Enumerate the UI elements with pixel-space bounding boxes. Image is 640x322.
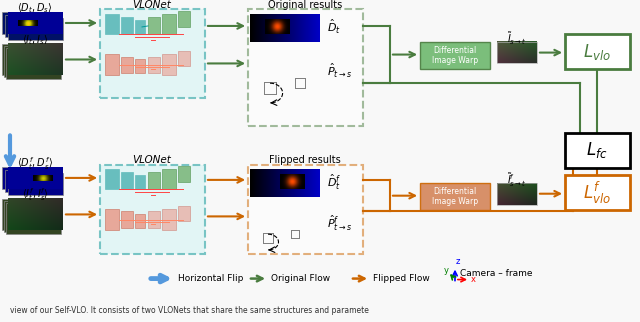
Bar xyxy=(162,14,176,34)
Text: VLONet: VLONet xyxy=(132,0,172,10)
Bar xyxy=(248,165,363,254)
Bar xyxy=(162,53,176,75)
Bar xyxy=(162,209,176,230)
Bar xyxy=(148,172,160,189)
Bar xyxy=(5,170,60,192)
Bar xyxy=(8,18,63,40)
Text: x: x xyxy=(471,275,476,284)
Bar xyxy=(497,183,537,204)
Text: $L_{vlo}^f$: $L_{vlo}^f$ xyxy=(583,180,611,206)
Bar xyxy=(178,11,190,27)
Bar xyxy=(121,17,133,34)
Bar xyxy=(178,166,190,182)
Bar xyxy=(4,46,59,77)
Text: $\hat{D}_t$: $\hat{D}_t$ xyxy=(327,18,341,36)
Bar xyxy=(2,44,57,75)
Text: Differential
Image Warp: Differential Image Warp xyxy=(432,187,478,206)
Bar xyxy=(105,169,119,189)
Bar xyxy=(105,53,119,75)
Text: $\langle D_t, D_s \rangle$: $\langle D_t, D_s \rangle$ xyxy=(17,1,52,15)
Text: Original Flow: Original Flow xyxy=(271,274,330,283)
Bar xyxy=(105,14,119,34)
Bar xyxy=(100,165,205,254)
Bar xyxy=(2,199,57,230)
Text: z: z xyxy=(456,257,460,266)
Bar xyxy=(2,12,57,34)
Bar xyxy=(4,201,59,232)
Text: Horizontal Flip: Horizontal Flip xyxy=(178,274,243,283)
Bar xyxy=(105,209,119,230)
Bar xyxy=(162,169,176,189)
Text: $\langle I_t^f, I_s^f \rangle$: $\langle I_t^f, I_s^f \rangle$ xyxy=(22,186,49,203)
Bar xyxy=(148,57,160,73)
Bar xyxy=(6,48,61,79)
Bar xyxy=(420,42,490,69)
Text: Flipped results: Flipped results xyxy=(269,155,341,165)
Bar xyxy=(121,172,133,189)
Bar xyxy=(135,214,145,228)
Bar xyxy=(100,9,205,98)
Bar xyxy=(497,42,537,63)
Bar xyxy=(248,9,363,126)
Text: VLONet: VLONet xyxy=(132,155,172,165)
Text: $\hat{P}_{t \rightarrow s}^f$: $\hat{P}_{t \rightarrow s}^f$ xyxy=(327,213,352,233)
Bar xyxy=(6,203,61,234)
Bar xyxy=(121,212,133,228)
Bar xyxy=(135,175,145,189)
Text: Flipped Flow: Flipped Flow xyxy=(373,274,429,283)
Bar xyxy=(178,205,190,221)
Text: $\langle D_t^f, D_s^f \rangle$: $\langle D_t^f, D_s^f \rangle$ xyxy=(17,155,53,172)
Bar xyxy=(565,34,630,69)
Text: $\hat{P}_{t \rightarrow s}$: $\hat{P}_{t \rightarrow s}$ xyxy=(327,62,352,80)
Bar xyxy=(420,183,490,211)
Bar xyxy=(5,15,60,37)
Text: view of our Self-VLO. It consists of two VLONets that share the same structures : view of our Self-VLO. It consists of two… xyxy=(10,306,369,315)
Bar xyxy=(8,173,63,195)
Text: $\tilde{I}_{s \rightarrow t}^f$: $\tilde{I}_{s \rightarrow t}^f$ xyxy=(507,171,527,189)
Bar xyxy=(2,167,57,189)
Text: $\tilde{I}_{s \rightarrow t}$: $\tilde{I}_{s \rightarrow t}$ xyxy=(507,30,527,47)
Text: $L_{fc}$: $L_{fc}$ xyxy=(586,140,608,160)
Bar xyxy=(148,212,160,228)
Bar xyxy=(121,57,133,73)
Text: Original results: Original results xyxy=(268,0,342,10)
Bar xyxy=(565,133,630,168)
Text: $L_{vlo}$: $L_{vlo}$ xyxy=(583,42,611,62)
Bar xyxy=(148,17,160,34)
Text: y: y xyxy=(444,266,449,275)
Bar xyxy=(135,20,145,34)
Text: $\hat{D}_t^f$: $\hat{D}_t^f$ xyxy=(327,172,341,192)
Text: Differential
Image Warp: Differential Image Warp xyxy=(432,46,478,65)
Text: $\langle I_t, I_s \rangle$: $\langle I_t, I_s \rangle$ xyxy=(22,33,48,47)
Bar xyxy=(178,51,190,66)
Text: Camera – frame: Camera – frame xyxy=(460,269,532,278)
Bar xyxy=(565,175,630,211)
Bar xyxy=(135,60,145,73)
